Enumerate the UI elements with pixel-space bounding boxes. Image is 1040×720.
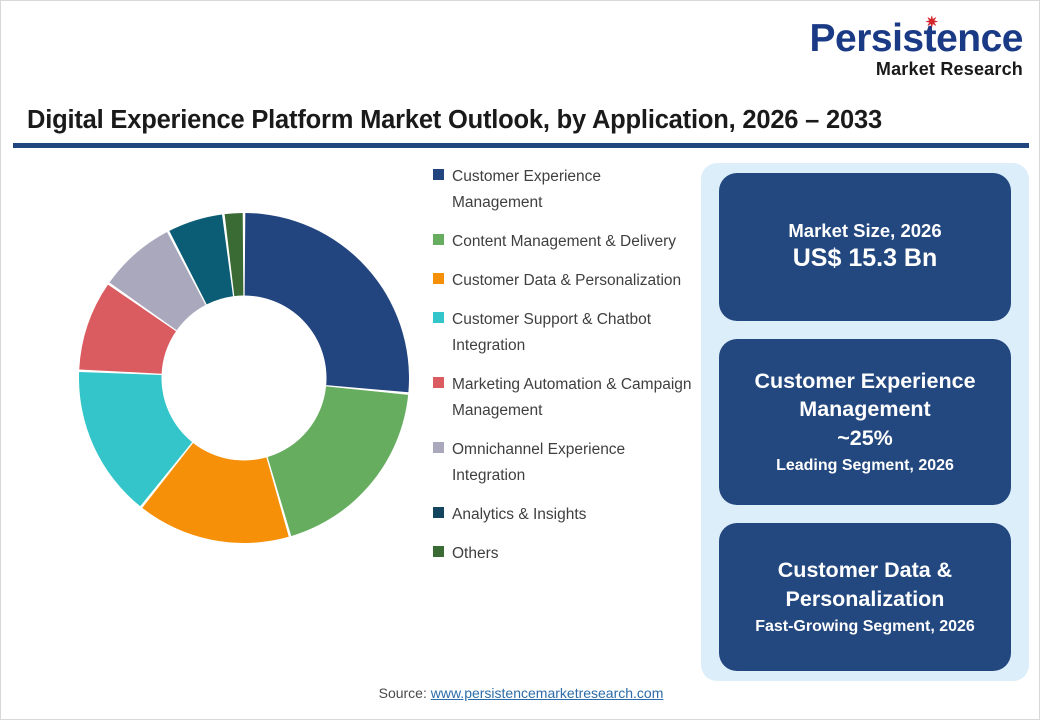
legend-swatch-icon (433, 546, 444, 558)
legend-swatch-icon (433, 234, 444, 246)
kpi-card-1-line-1: Market Size, 2026 (788, 219, 942, 241)
kpi-card-market-size: Market Size, 2026 US$ 15.3 Bn (719, 173, 1011, 321)
legend-item-label: Customer Experience Management (452, 168, 602, 212)
kpi-panel: Market Size, 2026 US$ 15.3 Bn Customer E… (701, 163, 1029, 681)
kpi-card-2-line-3: ~25% (837, 426, 893, 451)
donut-slice (244, 213, 409, 393)
legend-swatch-icon (433, 169, 444, 180)
brand-logo: ✷ Persistence Market Research (809, 14, 1024, 79)
legend-item: Customer Experience Management (433, 164, 693, 216)
donut-slice (109, 232, 206, 331)
source-link[interactable]: www.persistencemarketresearch.com (430, 685, 664, 701)
kpi-card-fast-growing-segment: Customer Data & Personalization Fast-Gro… (719, 523, 1011, 671)
legend-item-label: Customer Support & Chatbot Integration (452, 311, 652, 355)
kpi-card-1-line-2: US$ 15.3 Bn (792, 244, 938, 273)
page-title: Digital Experience Platform Market Outlo… (27, 106, 882, 134)
legend-item: Customer Data & Personalization (433, 268, 693, 294)
legend-item: Analytics & Insights (433, 502, 693, 528)
legend-swatch-icon (433, 507, 444, 519)
legend-item: Marketing Automation & Campaign Manageme… (433, 372, 693, 424)
legend-item: Customer Support & Chatbot Integration (433, 307, 693, 359)
legend-item-label: Marketing Automation & Campaign Manageme… (452, 376, 692, 420)
star-icon: ✷ (925, 14, 938, 31)
source-footer: Source: www.persistencemarketresearch.co… (1, 685, 1040, 701)
title-divider (13, 143, 1029, 148)
brand-name-wrapper: ✷ Persistence (809, 14, 1024, 60)
kpi-card-3-line-2: Personalization (785, 586, 945, 611)
kpi-card-leading-segment: Customer Experience Management ~25% Lead… (719, 339, 1011, 505)
legend-item-label: Omnichannel Experience Integration (452, 441, 626, 485)
legend-swatch-icon (433, 377, 444, 389)
legend-item: Others (433, 541, 693, 567)
donut-slice (79, 284, 176, 374)
legend-item-label: Customer Data & Personalization (452, 272, 682, 290)
kpi-card-3-line-3: Fast-Growing Segment, 2026 (755, 617, 975, 635)
legend-item-label: Content Management & Delivery (452, 233, 677, 251)
donut-slice (79, 372, 193, 507)
kpi-card-3-line-1: Customer Data & (777, 558, 953, 582)
legend-item-label: Others (452, 545, 499, 563)
donut-slice (142, 442, 289, 544)
donut-slice (267, 386, 409, 537)
legend-swatch-icon (433, 312, 444, 324)
kpi-card-2-line-1: Customer Experience (754, 368, 976, 393)
legend-item-label: Analytics & Insights (452, 506, 587, 524)
legend-swatch-icon (433, 442, 444, 454)
legend-item: Omnichannel Experience Integration (433, 437, 693, 489)
legend-swatch-icon (433, 273, 444, 285)
source-prefix: Source: (378, 685, 431, 701)
donut-chart-svg (79, 213, 409, 544)
brand-tagline: Market Research (875, 59, 1023, 79)
chart-legend: Customer Experience Management Content Ma… (433, 164, 693, 580)
kpi-card-2-line-4: Leading Segment, 2026 (776, 457, 954, 474)
donut-chart (21, 156, 431, 576)
brand-name: Persistence (809, 17, 1024, 60)
donut-slice (169, 214, 234, 305)
donut-slice-group (79, 213, 409, 544)
legend-item: Content Management & Delivery (433, 229, 693, 255)
kpi-card-2-line-2: Management (799, 397, 931, 422)
donut-slice (224, 213, 244, 297)
